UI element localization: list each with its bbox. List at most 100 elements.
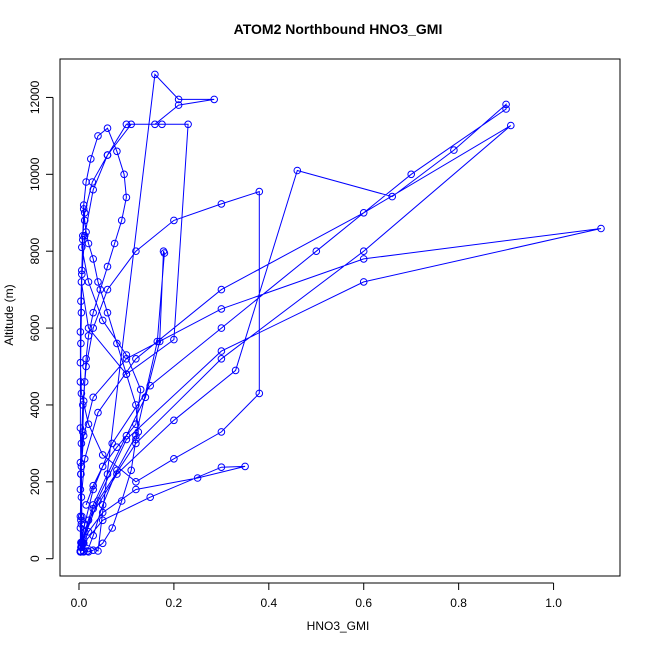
data-point <box>80 209 89 217</box>
data-point <box>82 501 90 509</box>
data-point <box>88 178 97 186</box>
data-point <box>84 239 93 248</box>
data-point <box>94 132 102 140</box>
data-point <box>120 170 128 179</box>
data-point <box>132 431 140 440</box>
data-point <box>78 270 86 279</box>
data-point <box>76 378 85 386</box>
data-point <box>159 247 168 255</box>
data-point <box>359 247 368 255</box>
y-tick-label: 2000 <box>28 468 42 495</box>
data-point <box>113 466 121 475</box>
data-point <box>76 547 85 555</box>
data-point <box>122 431 131 440</box>
data-point <box>132 435 140 444</box>
data-point <box>132 485 140 494</box>
data-point <box>77 308 86 317</box>
data-point <box>146 493 154 502</box>
series-points <box>76 70 605 556</box>
data-point <box>217 285 226 294</box>
data-point <box>127 120 135 129</box>
data-point <box>193 474 202 482</box>
data-point <box>79 201 88 209</box>
x-tick-label: 1.0 <box>545 596 562 610</box>
data-point <box>255 187 264 196</box>
data-point <box>98 539 107 548</box>
data-point <box>89 546 97 555</box>
x-tick-label: 0.0 <box>71 596 88 610</box>
data-point <box>108 439 116 448</box>
data-point <box>80 520 89 528</box>
data-point <box>113 470 121 478</box>
data-point <box>151 120 159 129</box>
data-point <box>122 370 131 379</box>
data-point <box>132 401 140 409</box>
data-point <box>132 478 140 486</box>
data-point <box>132 439 140 448</box>
data-point <box>76 328 85 336</box>
data-point <box>80 528 89 536</box>
data-point <box>217 305 226 313</box>
x-tick-label: 0.6 <box>355 596 372 610</box>
series-lines <box>79 73 602 553</box>
data-point <box>312 247 321 255</box>
y-tick-label: 10000 <box>28 157 42 191</box>
data-point <box>89 308 97 317</box>
data-point <box>87 155 95 163</box>
data-point <box>79 428 87 436</box>
x-tick-label: 0.8 <box>450 596 467 610</box>
data-point <box>76 524 85 532</box>
data-point <box>141 393 150 402</box>
data-point <box>103 308 112 317</box>
data-point <box>597 224 605 233</box>
data-point <box>103 470 112 478</box>
data-point <box>217 200 226 208</box>
data-point <box>217 428 226 436</box>
y-tick-label: 6000 <box>28 314 42 341</box>
data-point <box>170 216 178 225</box>
x-tick-label: 0.4 <box>260 596 277 610</box>
data-point <box>359 255 368 263</box>
data-point <box>241 462 249 471</box>
data-point <box>174 101 183 109</box>
data-point <box>80 216 89 225</box>
data-point <box>94 408 102 417</box>
data-point <box>407 170 416 179</box>
data-point <box>77 297 85 306</box>
y-tick-label: 8000 <box>28 238 42 265</box>
data-point <box>170 335 178 344</box>
data-point <box>103 285 112 294</box>
data-point <box>77 462 86 471</box>
data-point <box>231 366 240 375</box>
data-point <box>82 228 90 236</box>
data-point <box>122 355 131 363</box>
data-point <box>103 151 112 159</box>
data-point <box>78 266 86 275</box>
data-point <box>82 355 90 363</box>
data-point <box>80 455 89 463</box>
y-tick-label: 0 <box>28 555 42 562</box>
data-point <box>89 255 97 263</box>
data-point <box>359 209 368 217</box>
data-point <box>94 278 102 286</box>
data-point <box>84 278 93 286</box>
data-point <box>98 516 107 525</box>
data-point <box>77 520 86 528</box>
data-point <box>122 193 131 202</box>
data-point <box>76 424 85 432</box>
data-point <box>132 420 140 429</box>
data-point <box>84 420 93 429</box>
data-point <box>217 347 226 355</box>
data-point <box>89 504 97 513</box>
data-point <box>84 516 93 525</box>
data-point <box>184 120 192 129</box>
x-axis: 0.0 0.2 0.4 0.6 0.8 1.0 <box>71 582 562 610</box>
data-point <box>78 543 86 552</box>
data-point <box>170 455 178 463</box>
data-point <box>84 528 93 536</box>
data-point <box>77 339 85 348</box>
data-point <box>502 105 510 113</box>
data-point <box>79 539 88 548</box>
data-point <box>110 239 119 248</box>
data-point <box>96 285 105 294</box>
